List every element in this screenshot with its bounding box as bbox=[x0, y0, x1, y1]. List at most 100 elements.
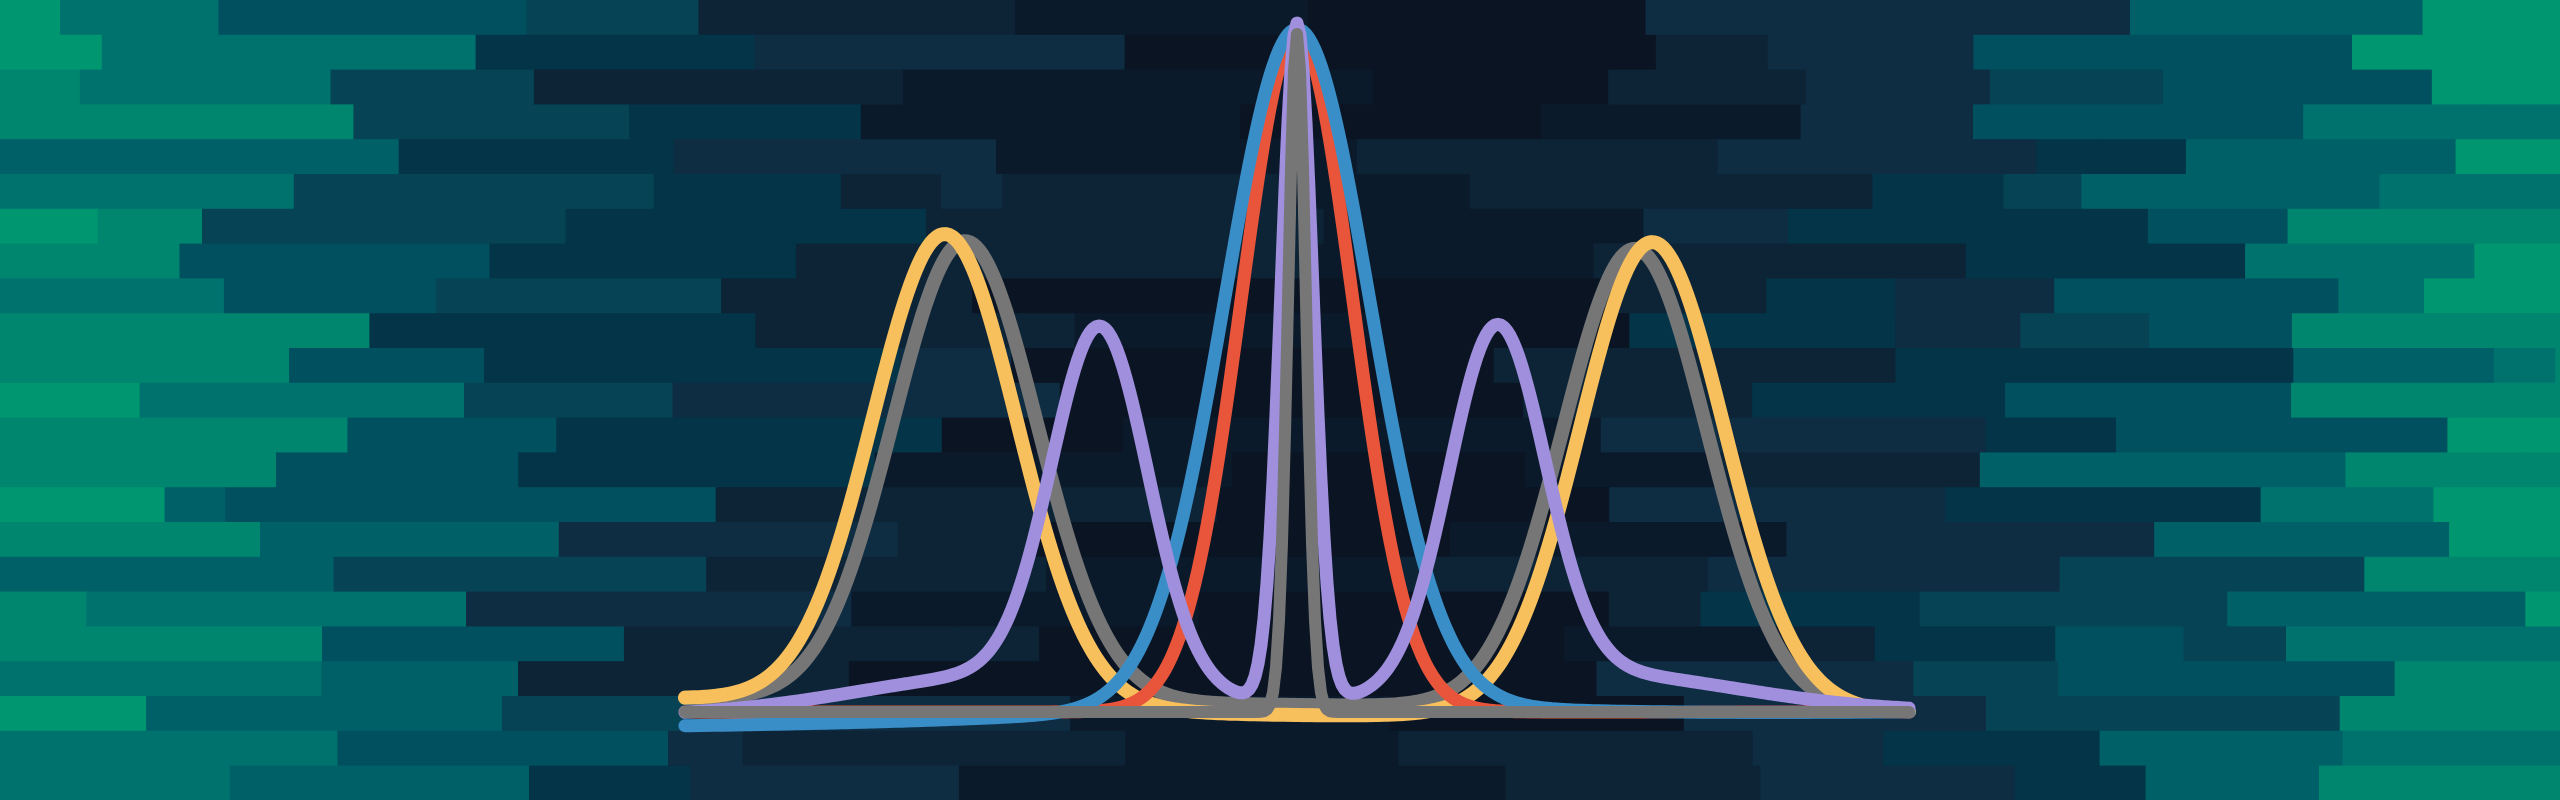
background-stripe bbox=[289, 348, 485, 384]
background-stripe bbox=[795, 243, 925, 280]
background-stripe bbox=[2291, 313, 2560, 349]
background-stripe bbox=[2352, 34, 2560, 71]
background-stripe bbox=[0, 696, 148, 732]
background-stripe bbox=[2338, 278, 2425, 315]
background-stripe bbox=[1505, 765, 1762, 800]
background-stripe bbox=[2003, 174, 2083, 210]
background-stripe bbox=[1074, 313, 1382, 349]
background-stripe bbox=[2287, 208, 2560, 245]
background-stripe bbox=[2149, 313, 2293, 349]
background-stripe bbox=[0, 174, 295, 210]
background-stripe bbox=[1655, 34, 1769, 71]
background-stripe bbox=[2163, 69, 2433, 106]
background-stripe bbox=[2422, 0, 2560, 36]
background-stripe bbox=[1311, 34, 1657, 71]
background-stripe bbox=[0, 487, 166, 523]
background-stripe bbox=[0, 382, 141, 419]
background-stripe bbox=[673, 139, 891, 175]
background-stripe bbox=[2130, 0, 2424, 36]
background-stripe bbox=[86, 591, 467, 628]
background-stripe bbox=[2449, 522, 2560, 558]
background-stripe bbox=[464, 382, 674, 419]
background-stripe bbox=[398, 139, 675, 175]
background-stripe bbox=[2424, 278, 2560, 315]
background-stripe bbox=[698, 0, 1016, 36]
background-stripe bbox=[897, 522, 1035, 558]
background-stripe bbox=[420, 487, 717, 523]
background-stripe bbox=[1760, 765, 2016, 800]
lavender-triple-curve bbox=[678, 16, 1916, 719]
background-stripe bbox=[1786, 522, 2156, 558]
background-stripe bbox=[2346, 626, 2560, 663]
background-stripe bbox=[2291, 382, 2560, 419]
background-stripe bbox=[466, 591, 853, 628]
background-stripe bbox=[1541, 104, 1802, 141]
background-stripe bbox=[1380, 313, 1455, 349]
background-stripe bbox=[0, 591, 88, 628]
background-stripe bbox=[1400, 556, 1709, 593]
background-stripe bbox=[484, 348, 566, 384]
background-stripe bbox=[1806, 69, 1991, 106]
background-stripe bbox=[1800, 104, 1974, 141]
background-stripe bbox=[0, 69, 81, 106]
background-stripe bbox=[1752, 730, 1885, 767]
background-stripe bbox=[2394, 661, 2560, 697]
background-stripe bbox=[0, 522, 261, 558]
background-stripe bbox=[2014, 765, 2147, 800]
background-stripe bbox=[164, 487, 226, 523]
background-stripe bbox=[0, 348, 291, 384]
background-stripe bbox=[1643, 208, 1789, 245]
background-stripe bbox=[518, 452, 876, 489]
background-stripe bbox=[860, 104, 1242, 141]
background-stripe bbox=[1198, 591, 1308, 628]
background-stripe bbox=[565, 208, 927, 245]
background-stripe bbox=[1608, 69, 1807, 106]
background-stripe bbox=[202, 208, 567, 245]
background-stripe bbox=[1895, 278, 2056, 315]
background-stripe bbox=[672, 382, 1061, 419]
background-stripe bbox=[742, 730, 870, 767]
background-stripe bbox=[276, 452, 520, 489]
background-stripe bbox=[2455, 139, 2560, 175]
background-stripe bbox=[2020, 313, 2151, 349]
background-stripe bbox=[1883, 730, 2101, 767]
background-stripe bbox=[1985, 696, 2341, 732]
background-stripe bbox=[225, 487, 422, 523]
background-stripe bbox=[223, 278, 437, 315]
background-stripe bbox=[2245, 243, 2476, 280]
background-stripe bbox=[97, 208, 203, 245]
background-stripe bbox=[0, 208, 99, 245]
background-stripe bbox=[2185, 139, 2457, 175]
background-stripe bbox=[2493, 348, 2557, 384]
background-stripe bbox=[889, 139, 997, 175]
background-stripe bbox=[1002, 174, 1280, 210]
background-stripe bbox=[60, 0, 220, 36]
background-stripe bbox=[2099, 730, 2344, 767]
background-stripe bbox=[0, 661, 323, 697]
background-stripe bbox=[1872, 174, 2005, 210]
background-stripe bbox=[139, 382, 465, 419]
background-stripe bbox=[1895, 313, 2022, 349]
background-stripe bbox=[0, 765, 231, 800]
background-stripe bbox=[1752, 382, 2006, 419]
background-stripe bbox=[653, 174, 842, 210]
background-stripe bbox=[2319, 765, 2560, 800]
background-stripe bbox=[754, 34, 1126, 71]
background-stripe bbox=[0, 34, 103, 71]
background-stripe bbox=[1373, 69, 1610, 106]
background-stripe bbox=[1832, 0, 2131, 36]
background-stripe bbox=[1979, 452, 2347, 489]
background-stripe bbox=[0, 0, 61, 36]
background-stripe bbox=[2487, 104, 2560, 141]
background-stripe bbox=[2036, 139, 2102, 175]
background-stripe bbox=[2466, 556, 2560, 593]
background-stripe bbox=[2147, 208, 2289, 245]
background-stripe bbox=[1766, 278, 1897, 315]
background-stripe bbox=[0, 452, 277, 489]
background-stripe bbox=[2520, 452, 2560, 489]
background-stripe bbox=[1700, 591, 1921, 628]
background-stripe bbox=[2154, 522, 2450, 558]
background-stripe bbox=[690, 765, 960, 800]
